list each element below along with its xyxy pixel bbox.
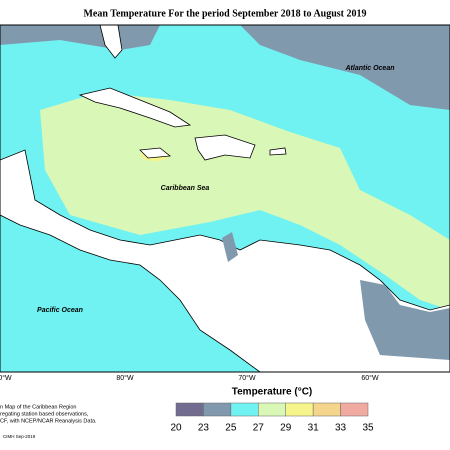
mainland <box>0 149 450 373</box>
legend-title: Temperature (°C) <box>232 387 313 398</box>
caption-line: regating station based observations, <box>0 411 89 417</box>
warm-zone <box>40 92 450 310</box>
title: Mean Temperature For the period Septembe… <box>83 8 366 19</box>
legend-tick-label: 31 <box>308 423 320 434</box>
map-frame <box>0 24 450 373</box>
cool-land-zone <box>360 280 450 360</box>
caption-line: n Map of the Caribbean Region <box>0 404 76 410</box>
map: Atlantic Ocean Caribbean Sea Pacific Oce… <box>0 24 450 373</box>
ocean-label: Pacific Ocean <box>37 307 83 314</box>
ocean-label: Atlantic Ocean <box>344 65 394 72</box>
legend: 20 23 25 27 29 31 33 35 <box>170 402 374 434</box>
sea-label: Caribbean Sea <box>161 185 210 192</box>
lake-zone <box>222 232 238 262</box>
legend-swatch <box>285 402 314 417</box>
legend-tick-label: 27 <box>253 423 265 434</box>
longitude-label: 60°W <box>361 374 379 382</box>
legend-swatch <box>175 402 204 417</box>
caption-line: CF, with NCEP/NCAR Reanalysis Data. <box>0 418 97 424</box>
longitude-label: 80°W <box>116 374 134 382</box>
longitude-label: 0°W <box>0 374 12 382</box>
legend-swatch <box>203 402 232 417</box>
legend-tick-label: 20 <box>170 423 182 434</box>
credit: CIMH Sep-2019 <box>3 434 36 439</box>
legend-swatch <box>340 402 369 417</box>
longitude-label: 70°W <box>238 374 256 382</box>
legend-swatch <box>312 402 341 417</box>
cool-zone <box>240 25 450 110</box>
cuba <box>78 87 192 128</box>
jamaica <box>139 147 172 159</box>
legend-tick-label: 23 <box>198 423 210 434</box>
hispaniola <box>194 134 256 161</box>
legend-tick-label: 33 <box>335 423 347 434</box>
legend-swatch <box>258 402 286 417</box>
puerto-rico <box>269 147 287 156</box>
legend-tick-label: 35 <box>362 423 374 434</box>
legend-swatch <box>230 402 259 417</box>
legend-tick-label: 29 <box>280 423 292 434</box>
legend-tick-label: 25 <box>225 423 237 434</box>
